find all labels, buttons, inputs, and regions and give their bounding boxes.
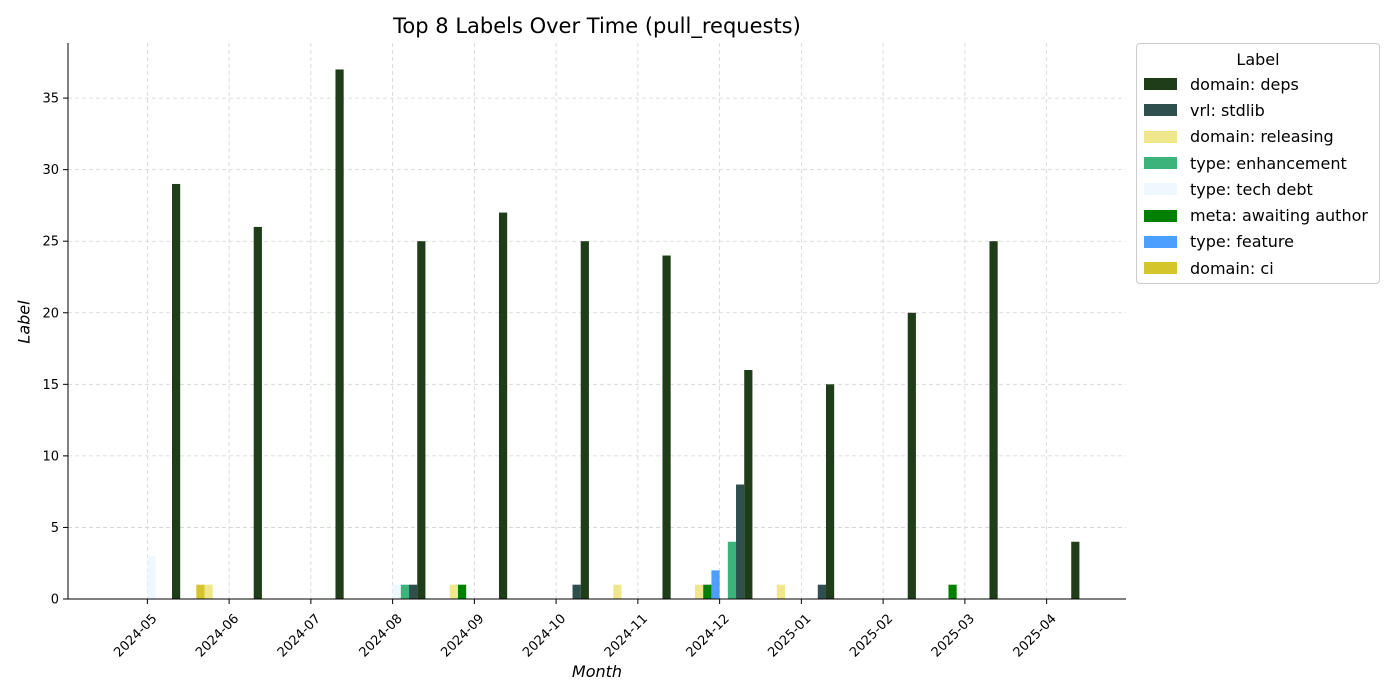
x-tick-label: 2025-03 [929,611,978,660]
x-tick-label: 2024-08 [357,611,406,660]
bar [989,241,998,600]
legend-item: type: enhancement [1137,150,1379,176]
bar [572,584,581,599]
legend-label: type: tech debt [1190,179,1313,199]
x-tick-label: 2024-05 [111,611,160,660]
x-tick-label: 2024-06 [193,611,242,660]
y-tick-label: 0 [51,593,59,608]
bar [253,226,262,599]
legend-swatch [1144,183,1177,196]
x-tick-label: 2024-09 [438,611,487,660]
legend-swatch [1144,235,1177,248]
bar [736,484,745,599]
y-tick-label: 30 [42,163,59,178]
y-tick-label: 15 [42,378,59,393]
bar [776,584,785,599]
x-axis-label: Month [571,662,623,681]
bar [703,584,712,599]
x-tick-label: 2025-01 [765,611,814,660]
grid-lines [68,43,1126,600]
bar [171,183,181,599]
y-tick-label: 25 [42,235,59,250]
legend-item: type: feature [1137,229,1379,255]
bar [392,584,401,599]
x-tick-label: 2024-10 [520,611,569,660]
bar [817,584,826,599]
bar [449,584,458,599]
legend-swatch [1144,209,1177,222]
bar [744,370,753,599]
bar [196,584,205,599]
bar [417,241,426,600]
bar [147,556,156,599]
bar [711,570,720,599]
y-axis-label: Label [14,300,34,344]
bar [335,69,344,599]
bar [907,312,916,599]
legend-title: Label [1236,50,1280,69]
bar [409,584,418,599]
bar [1071,541,1080,599]
bar [695,584,704,599]
legend-swatch [1144,104,1177,117]
legend-item: domain: releasing [1137,124,1379,150]
y-tick-label: 10 [42,449,59,464]
x-tick-label: 2024-12 [684,611,733,660]
x-tick-label: 2024-11 [602,611,651,660]
chart-title: Top 8 Labels Over Time (pull_requests) [393,14,801,38]
x-tick-label: 2024-07 [275,611,324,660]
legend-swatch [1144,262,1177,275]
bar [948,584,957,599]
legend-label: type: feature [1190,232,1294,252]
bars [147,69,1080,600]
bar [613,584,622,599]
legend-label: domain: ci [1190,258,1274,278]
bar [400,584,410,599]
x-tick-label: 2025-04 [1011,611,1060,660]
legend-label: type: enhancement [1190,153,1347,173]
legend-item: type: tech debt [1137,176,1379,202]
bar [727,541,737,599]
y-tick-label: 35 [42,92,59,107]
legend-item: vrl: stdlib [1137,97,1379,123]
x-tick-label: 2025-02 [847,611,896,660]
legend-item: meta: awaiting author [1137,202,1379,228]
y-tick-label: 20 [42,306,59,321]
legend: Label domain: deps vrl: stdlib domain: rel… [1136,43,1380,284]
legend-item: domain: deps [1137,71,1379,97]
legend-swatch [1144,157,1177,170]
legend-label: domain: releasing [1190,127,1334,147]
bar [498,212,508,599]
legend-label: vrl: stdlib [1190,100,1265,120]
legend-swatch [1144,78,1177,91]
legend-swatch [1144,130,1177,143]
legend-label: domain: deps [1190,74,1299,94]
bar [580,241,589,600]
bar [457,584,467,599]
bar [204,584,213,599]
bar [662,255,671,600]
bar [825,384,835,599]
legend-item: domain: ci [1137,255,1379,281]
legend-items: domain: deps vrl: stdlib domain: releasing… [1137,71,1379,281]
y-tick-label: 5 [51,521,59,536]
legend-label: meta: awaiting author [1190,206,1368,226]
